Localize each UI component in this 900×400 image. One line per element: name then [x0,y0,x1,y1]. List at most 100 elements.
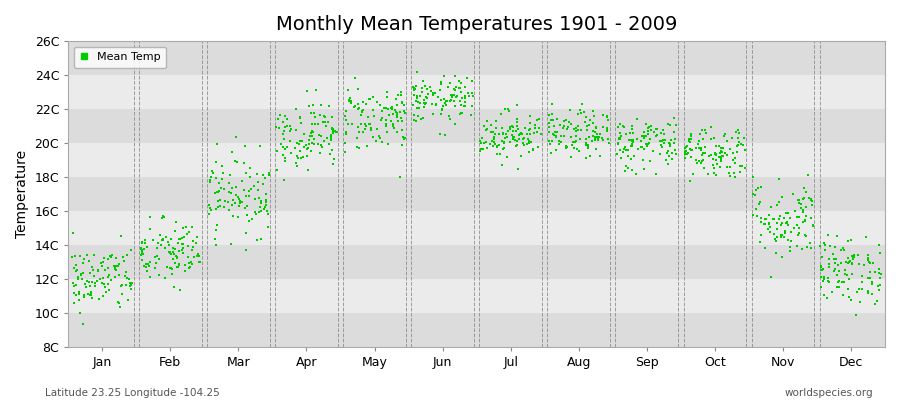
Point [421,91,436,97]
Point [238,142,253,149]
Point [489,124,503,131]
Point [87,280,102,286]
Point [232,200,247,206]
Point [826,251,841,257]
Point [292,138,307,144]
Point [182,260,196,266]
Point [509,119,524,126]
Point [290,153,304,160]
Point [814,263,829,269]
Point [617,143,632,150]
Point [428,90,442,96]
Point [861,274,876,281]
Point [641,141,655,148]
Point [374,102,388,109]
Point [409,98,423,104]
Point [247,183,261,189]
Point [106,263,121,269]
Point [389,109,403,116]
Point [442,113,456,119]
Point [496,145,510,152]
Point [569,128,583,134]
Point [860,275,875,281]
Point [300,153,314,160]
Point [228,200,242,206]
Point [370,98,384,105]
Point [542,112,556,119]
Point [733,163,747,170]
Point [410,83,424,90]
Point [101,256,115,262]
Point [166,256,180,262]
Point [841,286,855,292]
Point [186,244,201,251]
Point [415,89,429,95]
Point [142,262,157,269]
Point [300,88,314,94]
Point [379,105,393,112]
Point [653,130,668,136]
Point [520,136,535,142]
Point [486,129,500,136]
Point [306,129,320,135]
Point [387,125,401,131]
Point [407,86,421,93]
Point [832,284,846,290]
Point [779,220,794,226]
Point [487,139,501,145]
Point [473,148,488,154]
Point [814,267,828,273]
Point [777,215,791,221]
Point [86,273,101,279]
Point [494,162,508,168]
Point [373,134,387,141]
Point [728,174,742,180]
Point [293,114,308,120]
Point [358,121,373,128]
Point [697,164,711,171]
Point [748,192,762,198]
Point [424,88,438,95]
Point [429,100,444,107]
Point [212,203,227,209]
Point [123,286,138,292]
Point [65,254,79,260]
Point [835,292,850,298]
Point [176,245,190,252]
Point [250,186,265,193]
Point [96,293,111,299]
Point [694,144,708,151]
Point [664,137,679,143]
Point [491,142,506,148]
Point [573,107,588,113]
Point [655,144,670,150]
Point [407,112,421,118]
Point [166,251,181,257]
Point [344,100,358,106]
Point [75,276,89,282]
Point [736,135,751,142]
Point [821,232,835,238]
Point [426,111,440,117]
Bar [68,109,885,143]
Point [313,112,328,118]
Point [775,193,789,200]
Point [806,223,821,229]
Point [662,153,677,159]
Point [626,137,640,144]
Point [768,236,782,242]
Point [586,120,600,127]
Point [391,118,405,125]
Point [222,180,237,186]
Point [488,130,502,137]
Point [778,228,793,234]
Point [596,136,610,143]
Point [775,254,789,260]
Point [202,211,217,217]
Point [818,247,832,254]
Point [588,134,602,141]
Point [242,188,256,195]
Point [325,114,339,120]
Point [390,110,404,117]
Point [253,204,267,210]
